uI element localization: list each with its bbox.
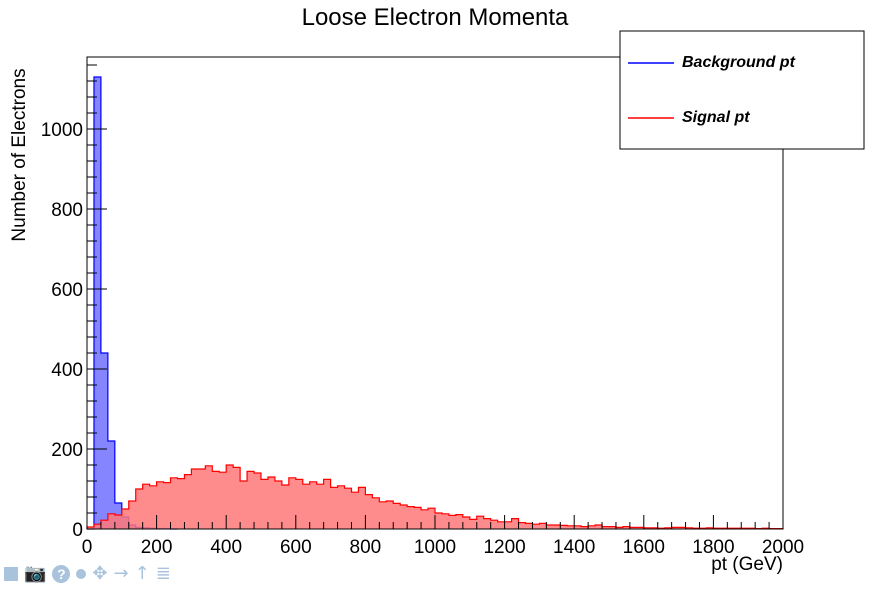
axis-layer: 0 200 400 600 800 1000 1200 1400 1600 1800 2000 0 20… [41, 64, 804, 558]
y-tick-label: 200 [51, 440, 83, 461]
y-tick-label: 400 [51, 360, 83, 381]
x-tick-label: 1800 [692, 537, 734, 558]
legend: Background pt Signal pt [619, 30, 865, 150]
x-axis-label: pt (GeV) [711, 554, 783, 575]
x-tick-label: 0 [82, 537, 93, 558]
menu-lines-icon[interactable]: ≣ [155, 563, 171, 584]
y-axis-label: Number of Electrons [9, 68, 30, 241]
y-tick-label: 800 [51, 200, 83, 221]
series-background [87, 76, 178, 530]
x-tick-label: 800 [350, 537, 382, 558]
x-tick-label: 600 [280, 537, 312, 558]
chart-title: Loose Electron Momenta [302, 4, 569, 31]
y-tick-label: 600 [51, 280, 83, 301]
dot-icon[interactable] [76, 569, 87, 579]
legend-label-signal: Signal pt [682, 109, 750, 126]
x-tick-label: 1600 [623, 537, 665, 558]
series-area [87, 465, 783, 529]
move-icon[interactable]: ✥ [92, 563, 108, 584]
y-tick-label: 0 [72, 520, 83, 541]
x-tick-label: 1200 [483, 537, 525, 558]
square-icon[interactable] [4, 567, 18, 581]
legend-label-background: Background pt [682, 54, 796, 71]
x-tick-label: 1400 [553, 537, 595, 558]
x-tick-label: 1000 [414, 537, 456, 558]
y-tick-label: 1000 [41, 120, 83, 141]
x-tick-label: 2000 [762, 537, 804, 558]
series-area [87, 77, 178, 529]
x-tick-label: 200 [141, 537, 173, 558]
camera-icon[interactable]: 📷 [24, 563, 47, 584]
plot-toolbar: 📷 ? ✥ → ↑ ≣ [4, 562, 171, 586]
x-tick-label: 400 [210, 537, 242, 558]
arrow-right-icon[interactable]: → [113, 563, 129, 584]
legend-box [619, 30, 865, 150]
help-icon[interactable]: ? [52, 565, 71, 583]
arrow-up-icon[interactable]: ↑ [134, 563, 150, 584]
